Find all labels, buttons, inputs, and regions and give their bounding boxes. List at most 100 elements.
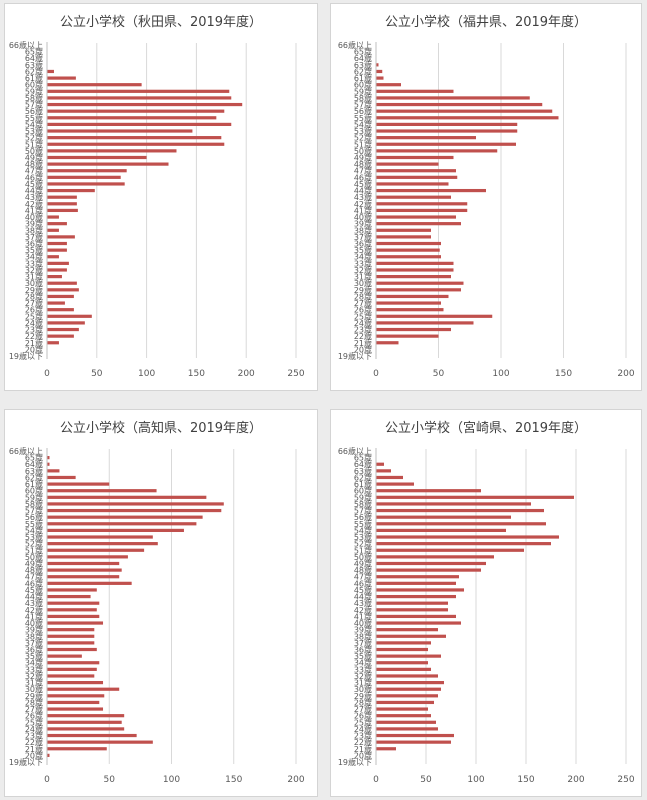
x-tick-label: 200 [238, 369, 255, 379]
bar [376, 594, 456, 599]
y-tick-label: 66歳以上 [338, 40, 372, 50]
chart-svg: 0 50 100 150 200 66歳以上65歳64歳63歳62歳61歳60歳59歳58… [9, 446, 305, 785]
y-tick-label: 57歳 [25, 506, 43, 516]
y-tick-label: 49歳 [354, 558, 372, 568]
x-tick-label: 0 [373, 775, 379, 785]
y-tick-label: 28歳 [354, 697, 372, 707]
y-tick-label: 36歳 [354, 645, 372, 655]
bar [47, 129, 193, 133]
bar [47, 281, 77, 285]
y-tick-label: 60歳 [25, 80, 43, 90]
y-tick-label: 50歳 [354, 552, 372, 562]
bar [376, 268, 454, 272]
y-tick-label: 31歳 [354, 272, 372, 282]
bar [376, 747, 396, 751]
bar [47, 308, 74, 312]
y-tick-label: 29歳 [25, 285, 43, 295]
y-tick-label: 47歳 [354, 166, 372, 176]
chart-title: 公立小学校（高知県、2019年度） [59, 421, 263, 436]
y-tick-label: 32歳 [25, 265, 43, 275]
bar [47, 700, 100, 705]
y-tick-label: 50歳 [25, 552, 43, 562]
bar [47, 621, 104, 625]
y-tick-label: 37歳 [354, 638, 372, 648]
bar [376, 142, 516, 146]
y-tick-label: 57歳 [354, 506, 372, 516]
bar [376, 281, 464, 285]
y-tick-label: 58歳 [354, 499, 372, 509]
y-tick-label: 41歳 [354, 205, 372, 215]
bar [376, 489, 481, 493]
y-tick-label: 35歳 [354, 245, 372, 255]
y-tick-label: 28歳 [354, 291, 372, 301]
x-tick-label: 100 [138, 369, 155, 379]
bar [376, 462, 384, 466]
y-tick-label: 40歳 [25, 212, 43, 222]
y-tick-label: 31歳 [25, 272, 43, 282]
bar [47, 116, 217, 120]
bar [376, 522, 546, 526]
y-tick-label: 44歳 [354, 592, 372, 602]
bar [376, 502, 531, 506]
x-tick-label: 200 [567, 775, 584, 785]
y-tick-label: 65歳 [354, 453, 372, 463]
bar [376, 102, 543, 107]
bar [47, 515, 203, 519]
bar [376, 621, 461, 625]
bar [47, 707, 104, 711]
bar [376, 274, 451, 279]
y-tick-label: 59歳 [354, 86, 372, 96]
y-tick-label: 36歳 [354, 239, 372, 249]
bar [376, 515, 511, 519]
bar [376, 188, 486, 193]
y-tick-label: 48歳 [354, 159, 372, 169]
y-tick-label: 38歳 [25, 225, 43, 235]
bar [47, 188, 95, 193]
y-tick-label: 61歳 [354, 73, 372, 83]
bar [47, 321, 85, 325]
bar [47, 661, 100, 665]
bar [47, 248, 67, 252]
bar [47, 508, 222, 513]
chart-svg: 0 50 100 150 200 250 66歳以上65歳64歳63歳62歳61歳60歳59… [338, 446, 635, 785]
bar [47, 327, 79, 332]
y-tick-label: 51歳 [354, 545, 372, 555]
bar [47, 694, 105, 698]
bar [47, 294, 74, 299]
y-tick-label: 56歳 [25, 512, 43, 522]
bar [47, 727, 125, 731]
chart-panel-kochi: 公立小学校（高知県、2019年度） 0 50 100 150 200 66歳以上 65歳 64歳… [4, 409, 318, 797]
y-tick-label: 56歳 [354, 106, 372, 116]
bar [47, 109, 225, 113]
bar [376, 707, 428, 711]
y-tick-label: 47歳 [25, 166, 43, 176]
bar [376, 321, 474, 325]
y-tick-label: 29歳 [354, 691, 372, 701]
bar [376, 528, 506, 533]
x-tick-label: 150 [517, 775, 534, 785]
bar [376, 341, 399, 345]
bar [376, 694, 438, 698]
x-tick-label: 0 [44, 775, 50, 785]
y-tick-label: 66歳以上 [9, 446, 43, 456]
y-tick-label: 52歳 [25, 133, 43, 143]
y-tick-label: 31歳 [354, 678, 372, 688]
bar [376, 714, 431, 718]
chart-svg: 0 50 100 150 200 66歳以上65歳64歳63歳62歳61歳60歳59歳58… [338, 40, 635, 379]
bar [47, 155, 147, 160]
y-tick-label: 54歳 [25, 525, 43, 535]
bar [376, 575, 459, 579]
chart-title: 公立小学校（宮崎県、2019年度） [384, 421, 588, 436]
bar [47, 142, 225, 146]
bar [47, 568, 122, 572]
x-tick-label: 100 [467, 775, 484, 785]
bar [47, 261, 69, 265]
bar [376, 661, 428, 665]
bar [47, 182, 125, 186]
bar [376, 69, 383, 74]
x-tick-label: 250 [287, 369, 304, 379]
bar [47, 96, 232, 100]
y-tick-label: 40歳 [354, 212, 372, 222]
bar [376, 608, 448, 612]
y-tick-label: 33歳 [354, 664, 372, 674]
